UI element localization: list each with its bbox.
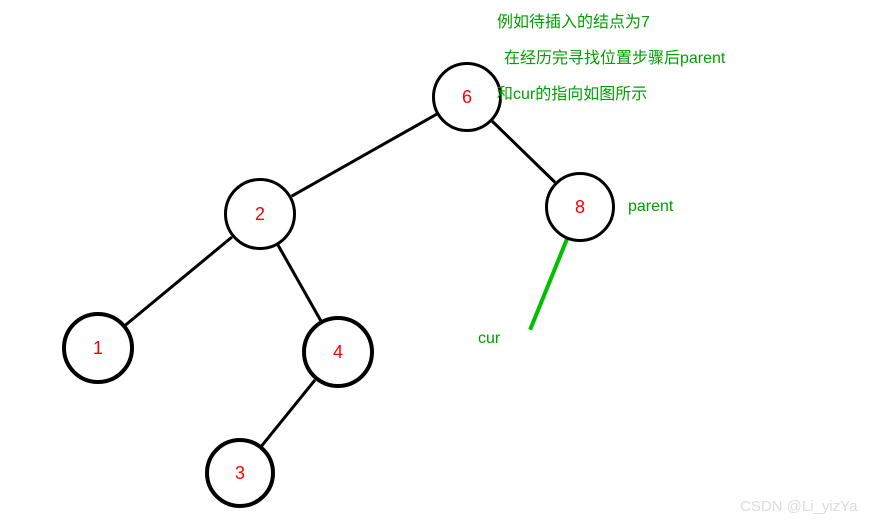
node-label: 4 [333,342,343,363]
tree-node-8: 8 [545,172,615,242]
node-label: 1 [93,338,103,359]
annotation-text: cur [478,330,500,348]
watermark: CSDN @Li_yizYa [740,498,857,515]
tree-node-3: 3 [205,438,275,508]
tree-node-2: 2 [224,178,296,250]
tree-node-1: 1 [62,312,134,384]
tree-edge [276,245,321,322]
tree-edge [528,239,569,331]
tree-node-6: 6 [432,62,502,132]
annotation-text: 例如待插入的结点为7 [497,8,650,32]
node-label: 6 [462,87,472,108]
annotation-text: 在经历完寻找位置步骤后parent [504,44,725,68]
tree-node-4: 4 [302,316,374,388]
annotation-text: parent [628,198,673,216]
tree-edge [125,236,233,326]
node-label: 8 [575,197,585,218]
tree-edge [261,379,317,447]
tree-edge [491,120,556,183]
node-label: 2 [255,204,265,225]
tree-edge [291,113,438,198]
tree-diagram: 628143例如待插入的结点为7在经历完寻找位置步骤后parent和cur的指向… [0,0,881,524]
annotation-text: 和cur的指向如图所示 [497,80,647,104]
node-label: 3 [235,463,245,484]
